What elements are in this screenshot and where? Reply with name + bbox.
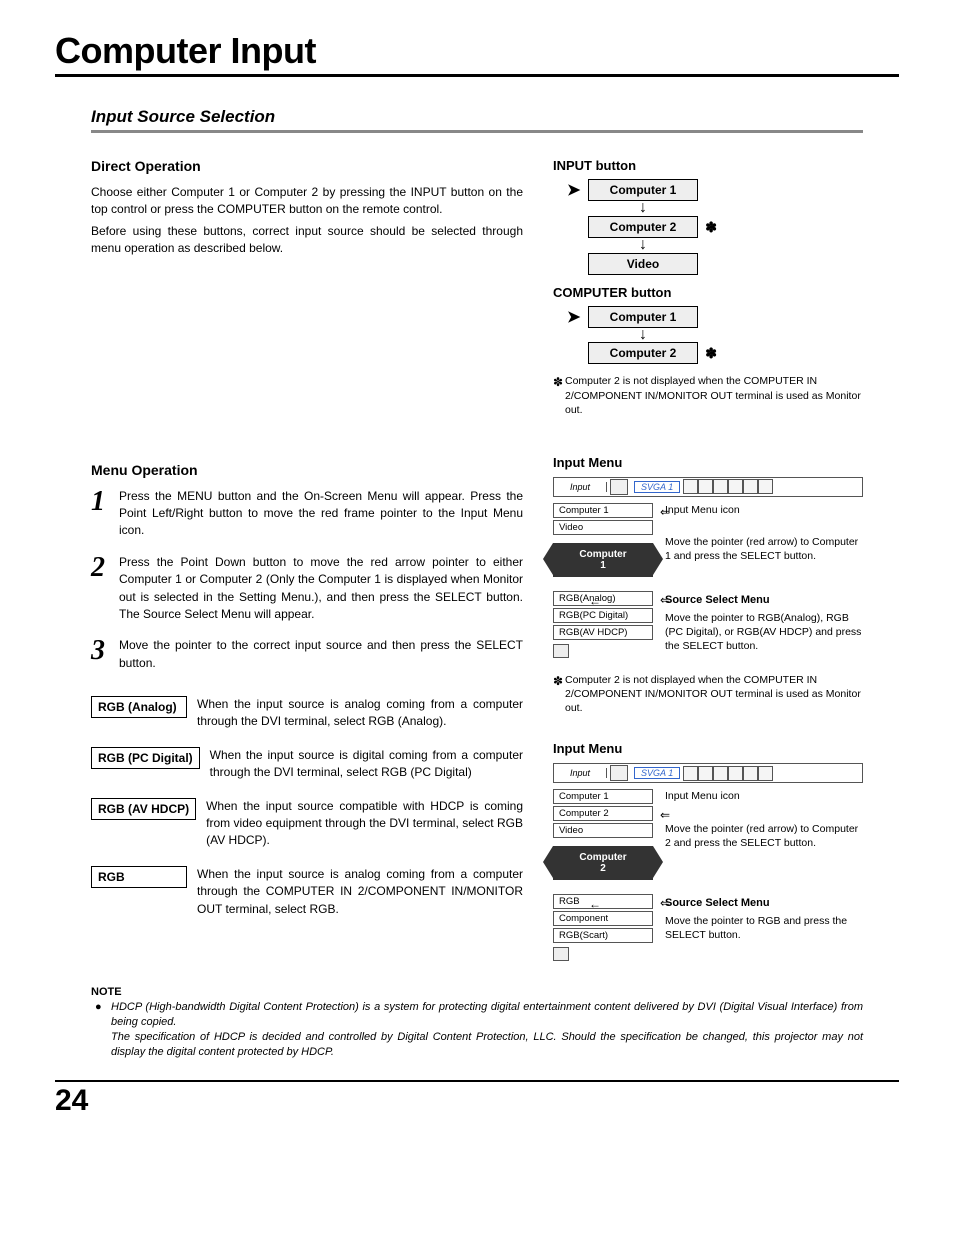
computer-button-heading: COMPUTER button [553, 285, 863, 300]
annot-icon-1: Input Menu icon [665, 503, 863, 517]
flow-box: Video [588, 253, 698, 275]
section-title: Input Source Selection [91, 107, 863, 133]
list-item: Computer 1 [553, 789, 653, 804]
menu-bar-2: Input SVGA 1 [553, 763, 863, 783]
direct-p1: Choose either Computer 1 or Computer 2 b… [91, 184, 523, 219]
page-title: Computer Input [55, 30, 899, 77]
annot-move-2: Move the pointer (red arrow) to Computer… [665, 822, 863, 850]
step-row: 1 Press the MENU button and the On-Scree… [91, 488, 523, 540]
down-arrow-icon: ↓ [639, 202, 647, 215]
option-text: When the input source is digital coming … [210, 747, 523, 782]
computer-indicator: Computer1 [553, 543, 653, 577]
note-body: HDCP (High-bandwidth Digital Content Pro… [111, 1000, 863, 1059]
option-text: When the input source is analog coming f… [197, 696, 523, 731]
input-menu-1-heading: Input Menu [553, 455, 863, 470]
direct-p2: Before using these buttons, correct inpu… [91, 223, 523, 258]
flow-box: Computer 2✽ [588, 216, 698, 238]
step-text: Press the Point Down button to move the … [119, 554, 523, 624]
return-icon [553, 644, 569, 658]
step-number: 3 [91, 637, 119, 665]
step-row: 3 Move the pointer to the correct input … [91, 637, 523, 672]
flow-box: Computer 1➤ [588, 179, 698, 201]
step-number: 1 [91, 488, 119, 516]
source-list-item: RGB [553, 894, 653, 909]
source-list-item: RGB(AV HDCP) [553, 625, 653, 640]
asterisk-note-1: ✽Computer 2 is not displayed when the CO… [553, 374, 863, 417]
list-item: Computer 1 [553, 503, 653, 518]
list-item: Video [553, 520, 653, 535]
option-label: RGB (Analog) [91, 696, 187, 718]
option-row: RGB (AV HDCP) When the input source comp… [91, 798, 523, 850]
option-row: RGB When the input source is analog comi… [91, 866, 523, 918]
annot-move-1: Move the pointer (red arrow) to Computer… [665, 535, 863, 563]
right-column: INPUT button Computer 1➤↓Computer 2✽↓Vid… [553, 158, 863, 966]
option-row: RGB (Analog) When the input source is an… [91, 696, 523, 731]
list-item: Video [553, 823, 653, 838]
return-icon [553, 947, 569, 961]
option-text: When the input source compatible with HD… [206, 798, 523, 850]
source-list-item: RGB(Analog) [553, 591, 653, 606]
flow-box: Computer 1➤ [588, 306, 698, 328]
input-menu-2-heading: Input Menu [553, 741, 863, 756]
left-column: Direct Operation Choose either Computer … [91, 158, 523, 966]
step-row: 2 Press the Point Down button to move th… [91, 554, 523, 624]
option-row: RGB (PC Digital) When the input source i… [91, 747, 523, 782]
step-number: 2 [91, 554, 119, 582]
page-number: 24 [55, 1080, 899, 1118]
menu-heading: Menu Operation [91, 462, 523, 478]
source-list-item: RGB(Scart) [553, 928, 653, 943]
option-label: RGB (PC Digital) [91, 747, 200, 769]
step-text: Press the MENU button and the On-Screen … [119, 488, 523, 540]
source-annot-1: Move the pointer to RGB(Analog), RGB (PC… [665, 611, 863, 654]
flow-box: Computer 2✽ [588, 342, 698, 364]
asterisk-note-2: ✽Computer 2 is not displayed when the CO… [553, 673, 863, 716]
step-text: Move the pointer to the correct input so… [119, 637, 523, 672]
menu-bar-1: Input SVGA 1 [553, 477, 863, 497]
down-arrow-icon: ↓ [639, 239, 647, 252]
source-list-item: RGB(PC Digital) [553, 608, 653, 623]
source-list-item: Component [553, 911, 653, 926]
direct-heading: Direct Operation [91, 158, 523, 174]
source-annot-2: Move the pointer to RGB and press the SE… [665, 914, 863, 942]
note-heading: NOTE [91, 986, 899, 998]
input-menu-1-diagram: Input SVGA 1 Computer 1 Video Computer1 In… [553, 476, 863, 663]
source-title-2: Source Select Menu [665, 896, 863, 911]
option-text: When the input source is analog coming f… [197, 866, 523, 918]
computer-indicator: Computer2 [553, 846, 653, 880]
input-button-heading: INPUT button [553, 158, 863, 173]
source-title-1: Source Select Menu [665, 593, 863, 608]
list-item: Computer 2 [553, 806, 653, 821]
option-label: RGB [91, 866, 187, 888]
input-menu-2-diagram: Input SVGA 1 Computer 1 Computer 2 Video Co… [553, 762, 863, 966]
option-label: RGB (AV HDCP) [91, 798, 196, 820]
annot-icon-2: Input Menu icon [665, 789, 863, 803]
down-arrow-icon: ↓ [639, 329, 647, 342]
